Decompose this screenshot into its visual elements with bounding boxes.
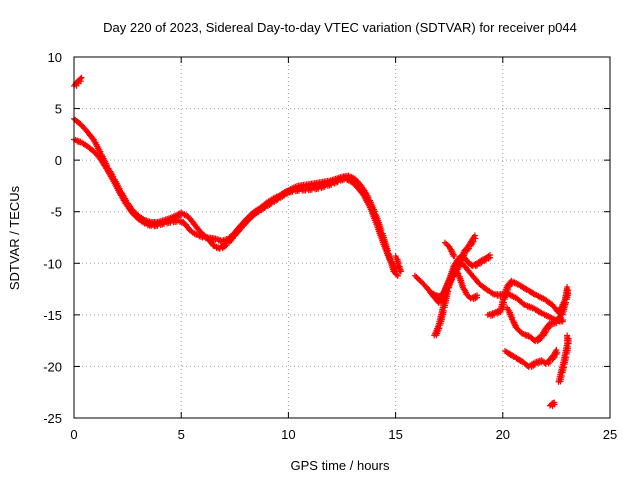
chart-title: Day 220 of 2023, Sidereal Day-to-day VTE… (103, 20, 577, 35)
data-point (486, 252, 493, 259)
series-seg-m (546, 399, 558, 410)
y-tick-label: -15 (43, 308, 62, 323)
data-point (564, 284, 571, 291)
x-tick-label: 5 (178, 427, 185, 442)
data-point (445, 288, 452, 295)
data-point (560, 364, 567, 371)
data-point (471, 232, 478, 239)
data-point (449, 273, 456, 280)
data-point (77, 75, 84, 82)
series-seg-a (71, 74, 85, 89)
data-point (558, 372, 565, 379)
data-point (440, 307, 447, 314)
x-tick-label: 20 (496, 427, 510, 442)
y-axis-label: SDTVAR / TECUs (7, 185, 22, 290)
data-point (565, 335, 572, 342)
y-tick-label: -20 (43, 359, 62, 374)
y-tick-label: 10 (48, 50, 62, 65)
x-tick-label: 10 (281, 427, 295, 442)
y-tick-label: 5 (55, 102, 62, 117)
data-points (71, 74, 572, 410)
data-point (411, 272, 418, 279)
data-point (563, 299, 569, 306)
plot-frame (73, 56, 611, 419)
x-tick-label: 25 (603, 427, 617, 442)
data-point (554, 349, 561, 356)
data-point (551, 399, 558, 406)
series-seg-n (555, 332, 572, 385)
y-tick-label: -5 (50, 205, 62, 220)
data-point (474, 292, 481, 299)
data-point (564, 332, 571, 339)
series-seg-c (71, 136, 400, 272)
series-seg-g (431, 263, 481, 339)
y-tick-label: -10 (43, 256, 62, 271)
data-point (396, 268, 403, 275)
series-seg-d (392, 253, 404, 275)
data-point (500, 299, 507, 306)
axis-ticks: 0 5 10 15 20 25 10 5 0 -5 -10 -15 -20 -25 (43, 50, 617, 442)
data-point (441, 239, 448, 246)
x-tick-label: 0 (70, 427, 77, 442)
data-point (416, 276, 423, 283)
series-seg-h (441, 239, 458, 260)
x-axis-label: GPS time / hours (291, 458, 390, 473)
data-point (394, 272, 401, 279)
y-tick-label: 0 (55, 153, 62, 168)
x-tick-label: 15 (388, 427, 402, 442)
series-seg-k (504, 284, 572, 345)
data-point (78, 74, 85, 81)
y-tick-label: -25 (43, 411, 62, 426)
data-point (450, 253, 457, 260)
data-point (553, 346, 560, 353)
series-seg-l (501, 346, 561, 370)
grid (74, 57, 610, 418)
data-point (563, 354, 570, 361)
data-point (565, 287, 572, 294)
